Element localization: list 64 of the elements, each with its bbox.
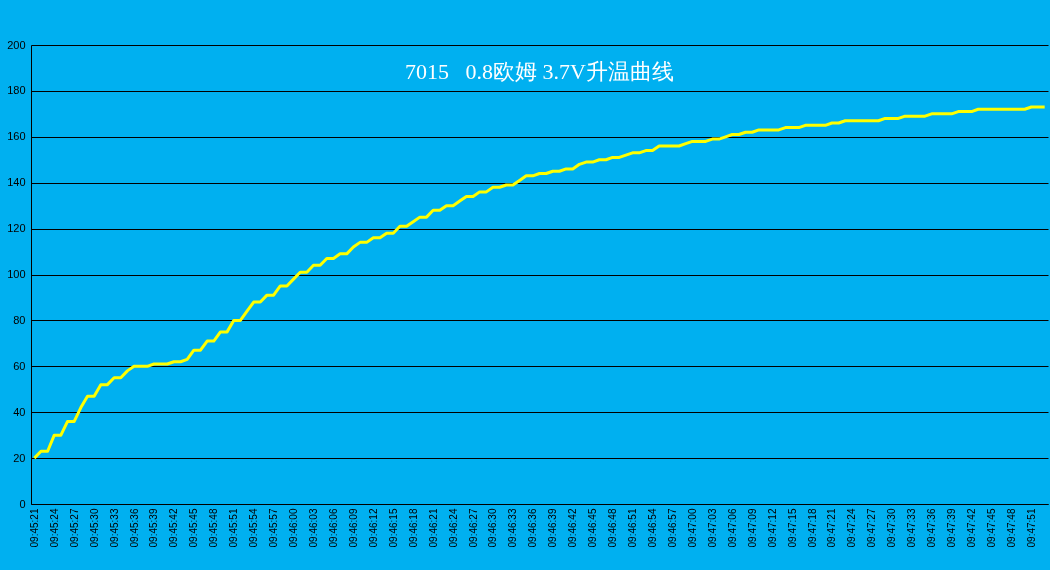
x-tick-label: 09:46:15	[387, 508, 399, 548]
text: 7015 0.8欧姆 3.7V升温曲线	[405, 59, 674, 84]
x-tick-label: 09:47:30	[886, 508, 898, 548]
x-tick-label: 09:46:36	[527, 508, 539, 548]
y-tick-label: 20	[13, 451, 26, 464]
x-tick-label: 09:46:00	[288, 508, 300, 548]
x-tick-label: 09:47:12	[766, 508, 778, 548]
x-tick-label: 09:47:00	[686, 508, 698, 548]
x-tick-label: 09:46:03	[308, 508, 319, 548]
x-tick-label: 09:47:39	[946, 508, 958, 548]
y-tick-label: 160	[7, 130, 26, 143]
x-tick-label: 09:45:48	[208, 508, 220, 548]
x-tick-label: 09:46:06	[327, 508, 339, 548]
x-tick-label: 09:45:45	[188, 508, 200, 548]
y-tick-label: 0	[19, 497, 26, 510]
y-tick-label: 100	[7, 268, 26, 280]
x-tick-label: 09:47:45	[986, 508, 997, 548]
x-tick-label: 09:45:42	[168, 508, 180, 548]
x-tick-label: 09:46:12	[367, 508, 379, 548]
x-tick-label: 09:46:33	[507, 508, 519, 548]
x-tick-label: 09:45:21	[28, 508, 40, 548]
y-tick-label: 180	[7, 84, 26, 97]
x-tick-label: 09:47:09	[746, 508, 758, 548]
x-tick-label: 09:47:18	[806, 508, 818, 548]
x-tick-label: 09:46:42	[567, 508, 579, 548]
y-tick-label: 200	[7, 38, 26, 51]
x-tick-label: 09:45:30	[88, 508, 100, 548]
x-tick-label: 09:46:24	[447, 508, 459, 548]
x-tick-label: 09:47:51	[1025, 508, 1037, 548]
x-tick-label: 09:47:03	[706, 508, 718, 548]
x-tick-label: 09:45:24	[48, 508, 60, 548]
y-tick-label: 140	[7, 176, 26, 189]
x-tick-label: 09:45:33	[108, 508, 120, 548]
x-tick-label: 09:47:48	[1005, 508, 1017, 548]
x-tick-label: 09:45:51	[228, 508, 240, 548]
x-tick-label: 09:46:48	[607, 508, 619, 548]
x-tick-label: 09:46:51	[627, 508, 639, 548]
y-tick-label: 40	[13, 405, 26, 418]
x-tick-label: 09:46:45	[587, 508, 599, 548]
x-tick-label: 09:46:30	[487, 508, 499, 548]
x-tick-label: 09:45:57	[268, 508, 280, 548]
y-tick-label: 120	[7, 222, 26, 235]
x-tick-label: 09:47:42	[966, 508, 978, 548]
x-tick-label: 09:46:57	[666, 508, 678, 548]
x-tick-label: 09:46:54	[647, 508, 658, 548]
x-tick-label: 09:47:36	[926, 508, 938, 548]
x-tick-label: 09:45:27	[68, 508, 80, 548]
x-tick-label: 09:46:09	[347, 508, 359, 548]
x-tick-label: 09:47:33	[906, 508, 918, 548]
line-series	[32, 105, 1047, 460]
x-tick-label: 09:47:21	[826, 508, 838, 548]
x-tick-label: 09:46:18	[407, 508, 419, 548]
x-tick-label: 09:47:15	[786, 508, 798, 548]
y-tick-label: 60	[13, 359, 26, 372]
x-tick-label: 09:47:06	[726, 508, 738, 548]
x-tick-label: 09:46:39	[547, 508, 559, 548]
x-tick-label: 09:45:54	[248, 508, 260, 548]
x-tick-label: 09:46:27	[467, 508, 479, 548]
x-tick-label: 09:47:24	[846, 508, 858, 548]
y-tick-label: 80	[13, 313, 26, 326]
x-tick-label: 09:47:27	[866, 508, 878, 548]
x-tick-label: 09:45:36	[128, 508, 140, 548]
x-tick-label: 09:46:21	[427, 508, 439, 548]
x-tick-label: 09:45:39	[148, 508, 160, 548]
